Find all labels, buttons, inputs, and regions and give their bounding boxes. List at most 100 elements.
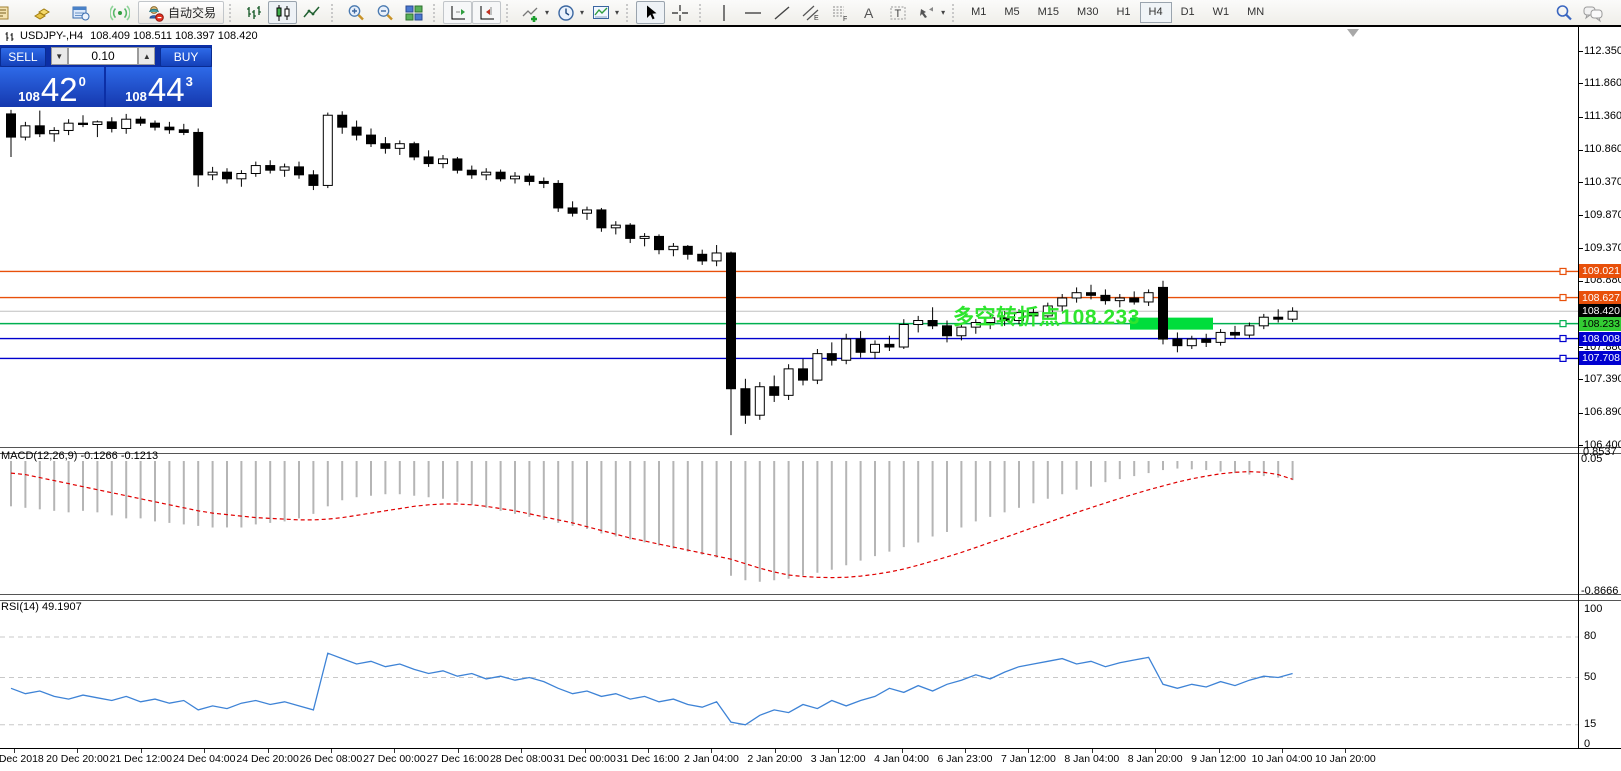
bear-candle[interactable] <box>942 325 952 337</box>
price-level-label-109.021[interactable]: 109.021 <box>1579 264 1621 279</box>
bear-candle[interactable] <box>726 252 736 390</box>
timeframe-button-M1[interactable]: M1 <box>971 6 987 18</box>
bear-candle[interactable] <box>596 209 607 229</box>
bull-candle[interactable] <box>1215 331 1226 343</box>
bull-candle[interactable] <box>1114 297 1125 302</box>
bull-candle[interactable] <box>783 368 794 396</box>
bull-candle[interactable] <box>582 209 592 214</box>
timeframe-button-MN[interactable]: MN <box>1247 6 1265 18</box>
bull-candle[interactable] <box>754 386 765 416</box>
bear-candle[interactable] <box>294 166 304 176</box>
level-line-handle[interactable] <box>1559 267 1567 276</box>
bear-candle[interactable] <box>366 134 376 145</box>
bull-candle[interactable] <box>279 166 290 171</box>
bull-candle[interactable] <box>913 320 924 325</box>
horizontal-line-button[interactable] <box>738 1 767 24</box>
bear-candle[interactable] <box>337 114 348 128</box>
text-label-button[interactable]: T <box>883 1 912 24</box>
bull-candle[interactable] <box>1014 312 1024 322</box>
bear-candle[interactable] <box>1201 338 1212 343</box>
bear-candle[interactable] <box>798 368 808 381</box>
cursor-button[interactable] <box>636 1 666 24</box>
arrows-dropdown-arrow[interactable]: ▾ <box>941 8 946 17</box>
bear-candle[interactable] <box>1230 331 1240 336</box>
vertical-line-button[interactable] <box>709 1 738 24</box>
bear-candle[interactable] <box>34 125 45 135</box>
bear-candle[interactable] <box>927 320 938 327</box>
bull-candle[interactable] <box>121 118 132 129</box>
volume-decrease-button[interactable]: ▼ <box>50 47 68 65</box>
bear-candle[interactable] <box>740 388 751 416</box>
bear-candle[interactable] <box>135 118 146 124</box>
text-button[interactable]: A <box>854 1 883 24</box>
line-chart-button[interactable] <box>297 1 326 24</box>
bear-candle[interactable] <box>855 338 866 353</box>
price-level-label-108.420[interactable]: 108.420 <box>1579 304 1621 319</box>
bull-candle[interactable] <box>956 326 967 337</box>
bull-candle[interactable] <box>481 171 492 176</box>
turning-point-annotation[interactable]: 多空转折点108.233 <box>953 306 1140 329</box>
bull-candle[interactable] <box>668 245 679 251</box>
trendline-button[interactable] <box>767 1 796 24</box>
market-watch-button[interactable] <box>66 1 95 24</box>
bull-candle[interactable] <box>812 353 823 381</box>
bear-candle[interactable] <box>826 353 837 361</box>
indicators-button[interactable] <box>516 1 545 24</box>
bear-candle[interactable] <box>769 386 780 396</box>
volume-increase-button[interactable]: ▲ <box>138 47 156 65</box>
bear-candle[interactable] <box>423 156 434 165</box>
bear-candle[interactable] <box>106 121 117 129</box>
bear-candle[interactable] <box>553 182 564 209</box>
buy-price-button[interactable]: 108 44 3 <box>106 67 212 107</box>
bull-candle[interactable] <box>898 323 909 348</box>
bear-candle[interactable] <box>654 235 664 251</box>
bear-candle[interactable] <box>524 175 535 182</box>
pane-splitter-macd[interactable] <box>0 447 1621 454</box>
bull-candle[interactable] <box>250 165 261 175</box>
bear-candle[interactable] <box>1273 316 1284 320</box>
bear-candle[interactable] <box>1129 297 1140 303</box>
bull-candle[interactable] <box>438 158 448 165</box>
bear-candle[interactable] <box>452 158 463 171</box>
timeframe-button-M30[interactable]: M30 <box>1077 6 1099 18</box>
bull-candle[interactable] <box>870 343 880 353</box>
bull-candle[interactable] <box>63 122 74 131</box>
zoom-in-button[interactable] <box>341 1 370 24</box>
price-level-label-108.008[interactable]: 108.008 <box>1579 331 1621 346</box>
auto-scroll-button[interactable] <box>443 1 473 24</box>
bear-candle[interactable] <box>1028 312 1039 317</box>
bear-candle[interactable] <box>682 245 693 255</box>
bull-candle[interactable] <box>20 125 31 138</box>
bear-candle[interactable] <box>150 122 160 128</box>
bull-candle[interactable] <box>610 224 621 229</box>
bear-candle[interactable] <box>222 171 232 180</box>
bull-candle[interactable] <box>1287 310 1298 320</box>
bear-candle[interactable] <box>193 131 204 176</box>
bull-candle[interactable] <box>322 114 333 186</box>
chat-button[interactable] <box>1578 1 1607 24</box>
bull-candle[interactable] <box>639 235 650 239</box>
timeframe-button-W1[interactable]: W1 <box>1212 6 1230 18</box>
equidistant-channel-button[interactable]: E <box>796 1 825 24</box>
bear-candle[interactable] <box>178 129 189 133</box>
bear-candle[interactable] <box>308 174 319 186</box>
level-line-handle[interactable] <box>1559 320 1567 328</box>
templates-button[interactable] <box>586 1 615 24</box>
timeframe-button-M5[interactable]: M5 <box>1004 6 1020 18</box>
new-order-button[interactable] <box>27 1 56 24</box>
bull-candle[interactable] <box>394 143 405 149</box>
bear-candle[interactable] <box>265 165 276 171</box>
price-level-label-107.708[interactable]: 107.708 <box>1579 351 1621 366</box>
bull-candle[interactable] <box>510 175 520 180</box>
bull-candle[interactable] <box>207 171 218 176</box>
indicators-dropdown-arrow[interactable]: ▾ <box>545 8 550 17</box>
candlestick-chart-button[interactable] <box>268 1 298 24</box>
bull-candle[interactable] <box>1057 297 1068 307</box>
crosshair-button[interactable] <box>665 1 694 24</box>
rsi-pane[interactable] <box>0 599 1578 748</box>
bear-candle[interactable] <box>1100 294 1111 302</box>
timeframe-button-D1[interactable]: D1 <box>1180 6 1195 18</box>
search-button[interactable] <box>1549 1 1578 24</box>
fibonacci-button[interactable]: F <box>825 1 854 24</box>
auto-trading-button[interactable]: 自动交易 <box>138 1 225 24</box>
